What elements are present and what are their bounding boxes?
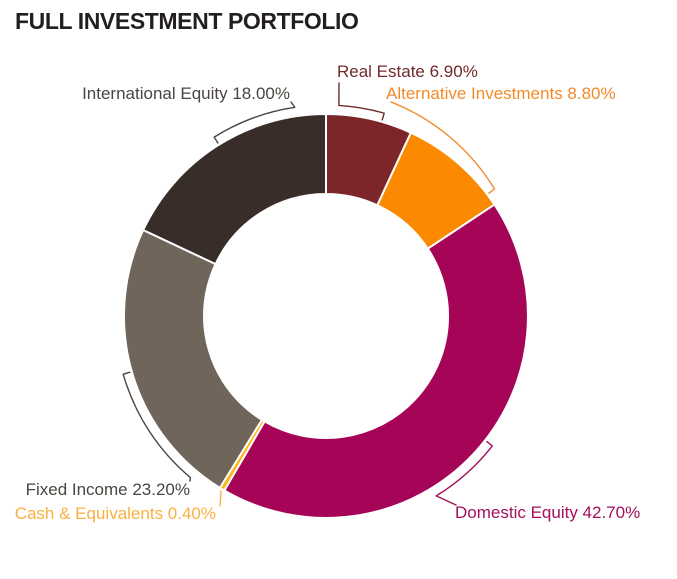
slice-fixed-income xyxy=(123,228,264,490)
slice-label-fixed-income: Fixed Income 23.20% xyxy=(25,480,190,499)
leader-fixed-income xyxy=(122,371,192,482)
leader-real-estate xyxy=(338,82,385,121)
leader-domestic-equity xyxy=(435,440,493,506)
slice-label-real-estate: Real Estate 6.90% xyxy=(337,62,478,81)
slice-label-international-equity: International Equity 18.00% xyxy=(82,84,290,103)
chart-title: FULL INVESTMENT PORTFOLIO xyxy=(15,8,359,34)
slice-international-equity xyxy=(141,112,327,266)
slice-label-domestic-equity: Domestic Equity 42.70% xyxy=(455,503,641,522)
slice-domestic-equity xyxy=(222,203,529,519)
leader-international-equity xyxy=(213,101,296,144)
leader-alternative-investments xyxy=(390,101,496,194)
slice-label-cash-equivalents: Cash & Equivalents 0.40% xyxy=(14,504,216,523)
slice-label-alternative-investments: Alternative Investments 8.80% xyxy=(386,84,616,103)
leader-cash-equivalents xyxy=(219,490,222,507)
